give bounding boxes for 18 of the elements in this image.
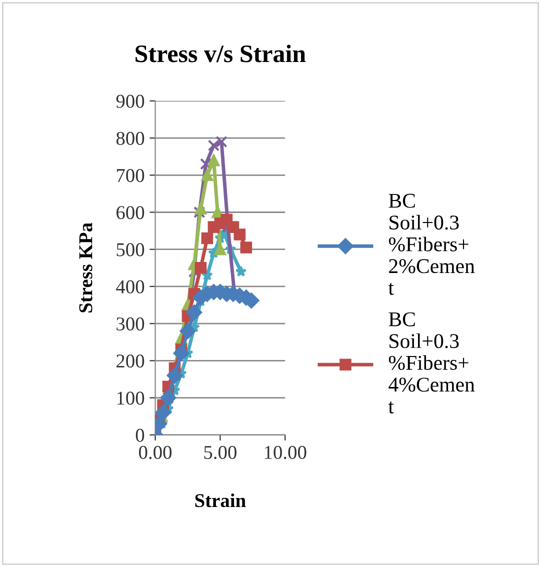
y-tick-label: 900	[116, 94, 144, 108]
y-axis-title: Stress KPa	[79, 222, 92, 312]
y-tick-label: 100	[117, 392, 144, 405]
y-tick-label: 0	[136, 428, 144, 442]
x-tick-label: 0.00	[138, 446, 172, 460]
y-tick-label: 400	[116, 280, 144, 294]
legend-label: BC Soil+0.3 %Fibers+ 2%Cemen t	[388, 194, 475, 295]
y-tick-label: 800	[116, 132, 144, 145]
legend-label: BC Soil+0.3 %Fibers+ 4%Cemen t	[388, 312, 475, 414]
y-tick-label: 600	[116, 206, 144, 220]
y-tick-label: 700	[116, 168, 144, 182]
y-tick-label: 300	[116, 317, 144, 331]
y-tick-label: 200	[116, 354, 144, 368]
chart-title: Stress v/s Strain	[136, 44, 306, 62]
x-tick-label: 10.00	[264, 446, 306, 460]
y-tick-label: 500	[116, 243, 144, 256]
x-axis-title: Strain	[195, 493, 246, 508]
x-tick-label: 5.00	[204, 446, 236, 460]
